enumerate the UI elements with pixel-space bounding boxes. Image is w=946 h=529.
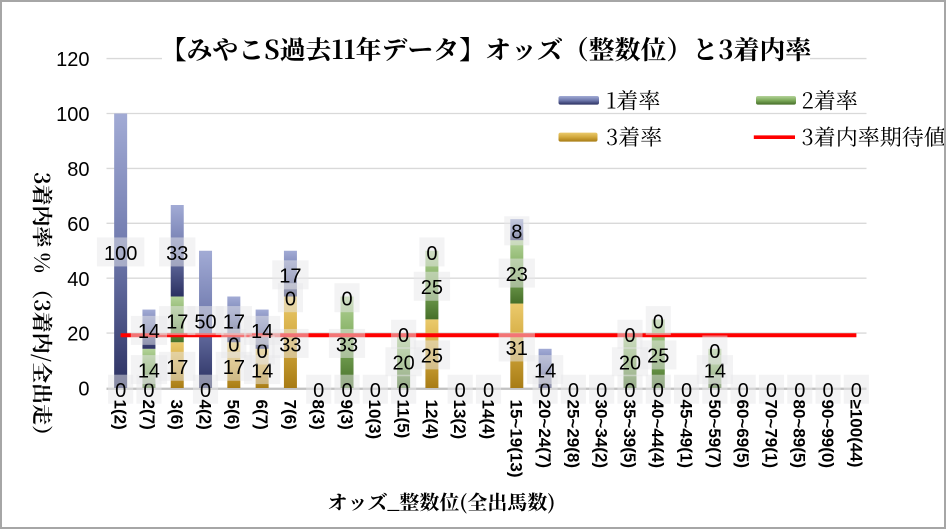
svg-text:60~69(5): 60~69(5)	[733, 400, 752, 469]
svg-text:80: 80	[67, 159, 89, 181]
svg-text:0: 0	[341, 380, 352, 402]
svg-text:100: 100	[104, 243, 137, 265]
svg-text:15~19(13): 15~19(13)	[507, 400, 526, 478]
svg-text:120: 120	[56, 49, 89, 71]
svg-text:0: 0	[738, 380, 749, 402]
svg-text:20: 20	[392, 353, 414, 375]
svg-text:14: 14	[251, 360, 273, 382]
svg-text:3(6): 3(6)	[167, 400, 186, 430]
svg-text:0: 0	[341, 289, 352, 311]
svg-text:0: 0	[794, 380, 805, 402]
svg-text:0: 0	[285, 289, 296, 311]
svg-text:25: 25	[421, 277, 443, 299]
svg-text:0: 0	[653, 380, 664, 402]
svg-text:0: 0	[540, 380, 551, 402]
svg-text:60: 60	[67, 214, 89, 236]
svg-text:10(3): 10(3)	[365, 400, 384, 440]
svg-text:0: 0	[78, 379, 89, 401]
svg-text:0: 0	[313, 380, 324, 402]
svg-text:80~89(5): 80~89(5)	[790, 400, 809, 469]
svg-text:0: 0	[568, 380, 579, 402]
svg-text:90~99(0): 90~99(0)	[818, 400, 837, 469]
svg-text:17: 17	[223, 357, 245, 379]
svg-text:0: 0	[426, 243, 437, 265]
svg-text:0: 0	[822, 380, 833, 402]
svg-text:2(7): 2(7)	[139, 400, 158, 430]
svg-text:25~29(8): 25~29(8)	[563, 400, 582, 469]
svg-text:70~79(1): 70~79(1)	[761, 400, 780, 469]
svg-text:0: 0	[624, 325, 635, 347]
svg-text:0: 0	[624, 380, 635, 402]
svg-text:0: 0	[455, 380, 466, 402]
svg-text:33: 33	[279, 334, 301, 356]
svg-text:0: 0	[398, 325, 409, 347]
svg-text:17: 17	[166, 311, 188, 333]
svg-text:40~44(4): 40~44(4)	[648, 400, 667, 469]
svg-text:33: 33	[336, 334, 358, 356]
svg-text:9(3): 9(3)	[337, 400, 356, 430]
svg-text:17: 17	[166, 357, 188, 379]
svg-text:35~39(5): 35~39(5)	[620, 400, 639, 469]
svg-text:20: 20	[619, 353, 641, 375]
svg-text:100: 100	[56, 104, 89, 126]
svg-text:14(4): 14(4)	[478, 400, 497, 440]
svg-text:0: 0	[398, 380, 409, 402]
svg-text:14: 14	[138, 360, 160, 382]
svg-text:8(3): 8(3)	[309, 400, 328, 430]
svg-text:0: 0	[596, 380, 607, 402]
svg-text:30~34(2): 30~34(2)	[592, 400, 611, 469]
svg-text:45~49(1): 45~49(1)	[676, 400, 695, 469]
svg-text:0: 0	[200, 380, 211, 402]
svg-text:11(5): 11(5)	[394, 400, 413, 439]
svg-text:33: 33	[166, 243, 188, 265]
svg-text:14: 14	[534, 360, 556, 382]
svg-text:1(2): 1(2)	[111, 400, 130, 430]
svg-text:0: 0	[681, 380, 692, 402]
svg-text:0: 0	[228, 334, 239, 356]
svg-text:0: 0	[115, 380, 126, 402]
svg-text:14: 14	[138, 321, 160, 343]
svg-text:25: 25	[647, 346, 669, 368]
svg-text:20: 20	[67, 324, 89, 346]
svg-text:6(7): 6(7)	[252, 400, 271, 430]
svg-text:4(2): 4(2)	[195, 400, 214, 430]
svg-text:0: 0	[766, 380, 777, 402]
svg-text:14: 14	[704, 360, 726, 382]
svg-text:0: 0	[370, 380, 381, 402]
svg-text:50~59(7): 50~59(7)	[705, 400, 724, 469]
svg-text:7(6): 7(6)	[280, 400, 299, 430]
svg-text:14: 14	[251, 321, 273, 343]
svg-text:12(4): 12(4)	[422, 400, 441, 440]
svg-text:0: 0	[143, 380, 154, 402]
svg-text:13(2): 13(2)	[450, 400, 469, 440]
svg-text:5(6): 5(6)	[224, 400, 243, 430]
svg-text:23: 23	[506, 264, 528, 286]
svg-text:17: 17	[223, 311, 245, 333]
svg-text:20~24(7): 20~24(7)	[535, 400, 554, 469]
svg-text:40: 40	[67, 269, 89, 291]
svg-text:8: 8	[511, 222, 522, 244]
svg-text:25: 25	[421, 346, 443, 368]
svg-text:17: 17	[279, 266, 301, 288]
svg-text:0: 0	[709, 341, 720, 363]
svg-text:≥100(44): ≥100(44)	[846, 400, 865, 468]
svg-text:50: 50	[194, 311, 216, 333]
svg-text:0: 0	[653, 311, 664, 333]
svg-text:0: 0	[709, 380, 720, 402]
svg-text:0: 0	[483, 380, 494, 402]
svg-text:0: 0	[257, 341, 268, 363]
svg-text:31: 31	[506, 338, 528, 360]
svg-text:0: 0	[851, 380, 862, 402]
